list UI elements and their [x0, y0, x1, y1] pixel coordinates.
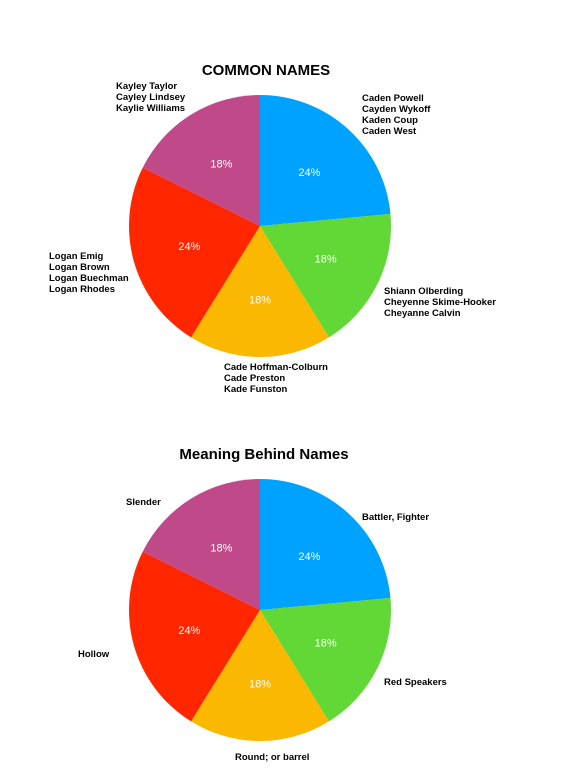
category-label-line: Battler, Fighter	[362, 512, 429, 523]
slice-category-label: Logan Emig Logan Brown Logan Buechman Logan…	[49, 251, 129, 295]
pie-slice	[260, 213, 391, 338]
slice-percent-label: 18%	[315, 638, 337, 650]
pie-slice	[142, 95, 260, 226]
chart-title: COMMON NAMES	[202, 62, 330, 79]
category-label-line: Cade Preston	[224, 373, 285, 384]
slice-category-label: Cade Hoffman-Colburn Cade Preston Kade Fun…	[224, 362, 328, 395]
pie-slice	[260, 479, 391, 610]
pie-slice	[260, 95, 391, 226]
category-label-line: Shiann Olberding	[384, 286, 463, 297]
category-label-line: Kaylie Williams	[116, 103, 185, 114]
pie-slice	[191, 610, 329, 741]
slice-percent-label: 18%	[249, 294, 271, 306]
pie-slice	[260, 597, 391, 722]
category-label-line: Kade Funston	[224, 384, 288, 395]
category-label-line: Logan Buechman	[49, 273, 129, 284]
category-label-line: Cade Hoffman-Colburn	[224, 362, 328, 373]
pie-slice	[129, 167, 260, 338]
slice-category-label: Shiann Olberding Cheyenne Skime-Hooker Che…	[384, 286, 496, 319]
slice-percent-label: 18%	[210, 543, 232, 555]
slice-category-label: Battler, Fighter	[362, 512, 429, 523]
meaning-behind-names-pie-chart: Meaning Behind Names 24% 18% 18% 24% 18% Batt…	[78, 446, 447, 763]
pie-slice	[142, 479, 260, 610]
category-label-line: Kaden Coup	[362, 115, 418, 126]
slice-percent-label: 18%	[249, 678, 271, 690]
category-label-line: Cayley Lindsey	[116, 92, 186, 103]
category-label-line: Logan Rhodes	[49, 284, 115, 295]
slice-category-label: Kayley Taylor Cayley Lindsey Kaylie Willia…	[116, 81, 186, 114]
chart-title: Meaning Behind Names	[179, 446, 348, 463]
pie-slice	[129, 551, 260, 722]
category-label-line: Red Speakers	[384, 677, 447, 688]
slice-category-label: Slender	[126, 497, 161, 508]
category-label-line: Kayley Taylor	[116, 81, 177, 92]
slice-percent-label: 24%	[178, 625, 200, 637]
slice-percent-label: 18%	[315, 254, 337, 266]
category-label-line: Cheyanne Calvin	[384, 308, 461, 319]
slice-percent-label: 24%	[298, 167, 320, 179]
category-label-line: Hollow	[78, 649, 110, 660]
slice-percent-label: 24%	[178, 241, 200, 253]
slice-category-label: Caden Powell Cayden Wykoff Kaden Coup Caden…	[362, 93, 431, 137]
slice-category-label: Round; or barrel	[235, 752, 309, 763]
category-label-line: Cheyenne Skime-Hooker	[384, 297, 496, 308]
category-label-line: Caden Powell	[362, 93, 424, 104]
slice-category-label: Red Speakers	[384, 677, 447, 688]
slice-percent-label: 24%	[298, 551, 320, 563]
pie-slice	[191, 226, 329, 357]
category-label-line: Slender	[126, 497, 161, 508]
category-label-line: Cayden Wykoff	[362, 104, 431, 115]
slice-category-label: Hollow	[78, 649, 110, 660]
common-names-pie-chart: COMMON NAMES 24% 18% 18% 24% 18% Caden Powell…	[49, 62, 496, 395]
category-label-line: Caden West	[362, 126, 417, 137]
slice-percent-label: 18%	[210, 159, 232, 171]
category-label-line: Logan Brown	[49, 262, 110, 273]
category-label-line: Logan Emig	[49, 251, 104, 262]
category-label-line: Round; or barrel	[235, 752, 309, 763]
